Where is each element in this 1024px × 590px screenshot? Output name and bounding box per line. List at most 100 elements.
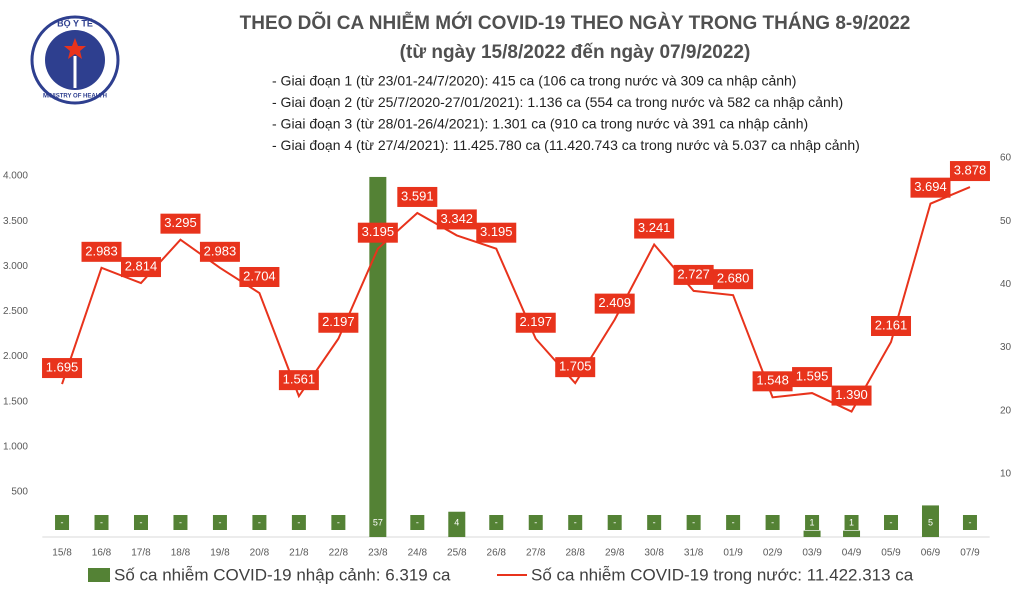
value-label-box <box>81 241 122 262</box>
bar-label-box <box>173 515 188 530</box>
chart-title: THEO DÕI CA NHIỄM MỚI COVID-19 THEO NGÀY… <box>240 12 911 34</box>
note: - Giai đoạn 4 (từ 27/4/2021): 11.425.780… <box>272 137 860 153</box>
y2-tick-label: 20 <box>1000 405 1012 416</box>
x-tick-label: 07/9 <box>960 548 980 559</box>
bar-label: - <box>771 517 774 527</box>
x-tick-label: 06/9 <box>921 548 941 559</box>
bar-label-box <box>212 515 227 530</box>
value-label: 2.409 <box>598 295 631 310</box>
bar-label-box <box>331 515 346 530</box>
y-tick-label: 3.000 <box>3 261 28 272</box>
x-tick-label: 27/8 <box>526 548 546 559</box>
y2-tick-label: 60 <box>1000 153 1012 164</box>
x-tick-label: 21/8 <box>289 548 309 559</box>
bar <box>843 530 861 537</box>
logo-bottom: MINISTRY OF HEALTH <box>43 94 107 100</box>
bar-label-box <box>370 515 385 530</box>
value-label: 3.342 <box>441 211 474 226</box>
y2-tick-label: 10 <box>1000 468 1012 479</box>
value-label-box <box>949 161 990 182</box>
value-label: 2.704 <box>243 268 276 283</box>
x-tick-label: 18/8 <box>171 548 191 559</box>
bar-label-box <box>765 515 780 530</box>
x-tick-label: 23/8 <box>368 548 388 559</box>
bar-label: - <box>337 517 340 527</box>
x-tick-label: 22/8 <box>329 548 349 559</box>
value-label-box <box>278 370 319 391</box>
value-label: 3.241 <box>638 220 671 235</box>
value-label: 2.814 <box>125 259 158 274</box>
bar-label: - <box>495 517 498 527</box>
value-label-box <box>910 177 951 198</box>
bar <box>803 530 821 537</box>
value-label: 1.695 <box>46 359 79 374</box>
bar-label-box <box>607 515 622 530</box>
x-tick-label: 28/8 <box>565 548 585 559</box>
x-tick-label: 19/8 <box>210 548 230 559</box>
value-label-box <box>397 186 438 207</box>
y2-tick-label: 40 <box>1000 279 1012 290</box>
note: - Giai đoạn 1 (từ 23/01-24/7/2020): 415 … <box>272 73 796 89</box>
value-label: 3.694 <box>914 179 947 194</box>
value-label: 2.680 <box>717 271 750 286</box>
line <box>61 186 971 413</box>
bar-label: - <box>297 517 300 527</box>
note: - Giai đoạn 2 (từ 25/7/2020-27/01/2021):… <box>272 94 843 110</box>
bar-label: - <box>100 517 103 527</box>
x-tick-label: 31/8 <box>684 548 704 559</box>
bar-label: - <box>692 517 695 527</box>
value-label: 1.390 <box>835 387 868 402</box>
bar-label: 5 <box>928 517 933 527</box>
bar-label-box <box>252 515 267 530</box>
bar-label: - <box>179 517 182 527</box>
logo-star <box>64 38 86 59</box>
value-label: 3.195 <box>362 224 395 239</box>
value-label: 3.195 <box>480 224 513 239</box>
y2-tick-label: 50 <box>1000 216 1012 227</box>
value-label-box <box>515 312 556 333</box>
bar-label: - <box>416 517 419 527</box>
x-tick-label: 25/8 <box>447 548 467 559</box>
bar-label: 1 <box>810 517 815 527</box>
bar <box>369 176 387 537</box>
bar-label: - <box>139 517 142 527</box>
x-tick-label: 02/9 <box>763 548 783 559</box>
x-tick-label: 30/8 <box>644 548 664 559</box>
value-label-box <box>792 367 833 388</box>
y2-tick-label: 30 <box>1000 342 1012 353</box>
bar-label-box <box>686 515 701 530</box>
value-label-box <box>160 213 201 234</box>
bar-label-box <box>844 515 859 530</box>
x-tick-label: 16/8 <box>92 548 112 559</box>
x-tick-label: 29/8 <box>605 548 625 559</box>
x-tick-label: 24/8 <box>408 548 428 559</box>
bar-label: 4 <box>454 517 459 527</box>
bar-label: - <box>653 517 656 527</box>
bar-label: - <box>890 517 893 527</box>
value-label-box <box>752 371 793 392</box>
value-label: 2.161 <box>875 317 908 332</box>
bar-label-box <box>528 515 543 530</box>
bar-label-box <box>962 515 977 530</box>
bar-label: - <box>258 517 261 527</box>
logo-top: BỘ Y TẾ <box>57 17 93 28</box>
value-label-box <box>476 222 517 243</box>
legend-swatch <box>88 568 110 582</box>
bar-label: - <box>218 517 221 527</box>
bar-label: - <box>534 517 537 527</box>
y-tick-label: 1.000 <box>3 441 28 452</box>
x-tick-label: 15/8 <box>52 548 72 559</box>
y-tick-label: 2.000 <box>3 351 28 362</box>
value-label: 2.727 <box>677 266 710 281</box>
bar-label-box <box>884 515 899 530</box>
y-tick-label: 2.500 <box>3 306 28 317</box>
value-label-box <box>239 266 280 287</box>
bar-label: - <box>968 517 971 527</box>
legend-label: Số ca nhiễm COVID-19 trong nước: 11.422.… <box>531 565 914 584</box>
bar-label: 1 <box>849 517 854 527</box>
bar-label: - <box>574 517 577 527</box>
note: - Giai đoạn 3 (từ 28/01-26/4/2021): 1.30… <box>272 116 808 132</box>
value-label: 1.595 <box>796 369 829 384</box>
value-label-box <box>357 222 398 243</box>
